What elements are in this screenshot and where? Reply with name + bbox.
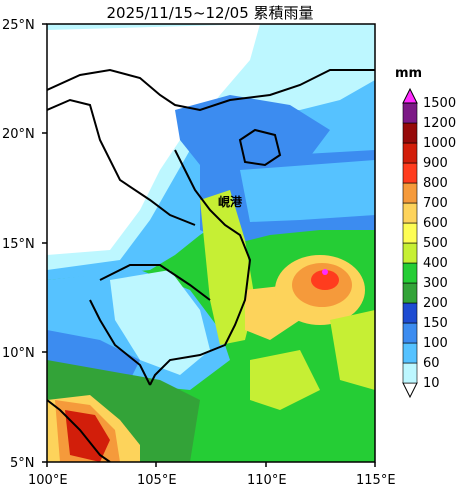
colorbar-level-label: 10 bbox=[423, 376, 440, 391]
colorbar-bin bbox=[402, 302, 418, 324]
colorbar-bin bbox=[402, 242, 418, 264]
colorbar-bin bbox=[402, 342, 418, 364]
colorbar-level-label: 60 bbox=[423, 356, 440, 371]
colorbar-level-label: 200 bbox=[423, 296, 448, 311]
colorbar-bin bbox=[402, 182, 418, 204]
colorbar-bin bbox=[402, 202, 418, 224]
lon-label-100e: 100°E bbox=[28, 473, 68, 488]
axis-ticks bbox=[42, 23, 376, 467]
lon-label-115e: 115°E bbox=[356, 473, 396, 488]
lat-label-15n: 15°N bbox=[2, 237, 35, 252]
lon-label-110e: 110°E bbox=[247, 473, 287, 488]
colorbar-level-label: 300 bbox=[423, 276, 448, 291]
colorbar-level-label: 1000 bbox=[423, 136, 456, 151]
coastlines bbox=[47, 68, 375, 462]
colorbar-level-label: 500 bbox=[423, 236, 448, 251]
colorbar-bin bbox=[402, 162, 418, 184]
colorbar-bin bbox=[402, 142, 418, 164]
colorbar-level-label: 600 bbox=[423, 216, 448, 231]
colorbar-bin bbox=[402, 362, 418, 384]
city-label-danang: 峴港 bbox=[218, 194, 243, 209]
colorbar-under-triangle bbox=[402, 382, 418, 399]
colorbar-bin bbox=[402, 322, 418, 344]
colorbar-level-label: 100 bbox=[423, 336, 448, 351]
colorbar-bin bbox=[402, 262, 418, 284]
map-title: 2025/11/15~12/05 累積雨量 bbox=[106, 4, 314, 22]
colorbar: 10 60 100 150 200 300 400 500 600 700 800 900 1000 12… bbox=[402, 87, 456, 399]
colorbar-bin bbox=[402, 222, 418, 244]
lon-label-105e: 105°E bbox=[137, 473, 177, 488]
colorbar-level-label: 900 bbox=[423, 156, 448, 171]
colorbar-over-triangle bbox=[402, 87, 418, 104]
colorbar-level-label: 700 bbox=[423, 196, 448, 211]
colorbar-bin bbox=[402, 282, 418, 304]
colorbar-bin bbox=[402, 122, 418, 144]
colorbar-level-label: 400 bbox=[423, 256, 448, 271]
colorbar-level-label: 800 bbox=[423, 176, 448, 191]
colorbar-level-label: 150 bbox=[423, 316, 448, 331]
lat-label-25n: 25°N bbox=[2, 18, 35, 33]
lat-label-5n: 5°N bbox=[10, 456, 35, 471]
colorbar-level-label: 1500 bbox=[423, 96, 456, 111]
colorbar-unit: mm bbox=[395, 66, 423, 81]
colorbar-level-label: 1200 bbox=[423, 116, 456, 131]
lon-labels: 100°E 105°E 110°E 115°E bbox=[28, 473, 396, 488]
lat-label-10n: 10°N bbox=[2, 346, 35, 361]
lat-label-20n: 20°N bbox=[2, 127, 35, 142]
colorbar-bin bbox=[402, 102, 418, 124]
lat-labels: 25°N 20°N 15°N 10°N 5°N bbox=[2, 18, 35, 471]
rain-field bbox=[47, 24, 375, 462]
